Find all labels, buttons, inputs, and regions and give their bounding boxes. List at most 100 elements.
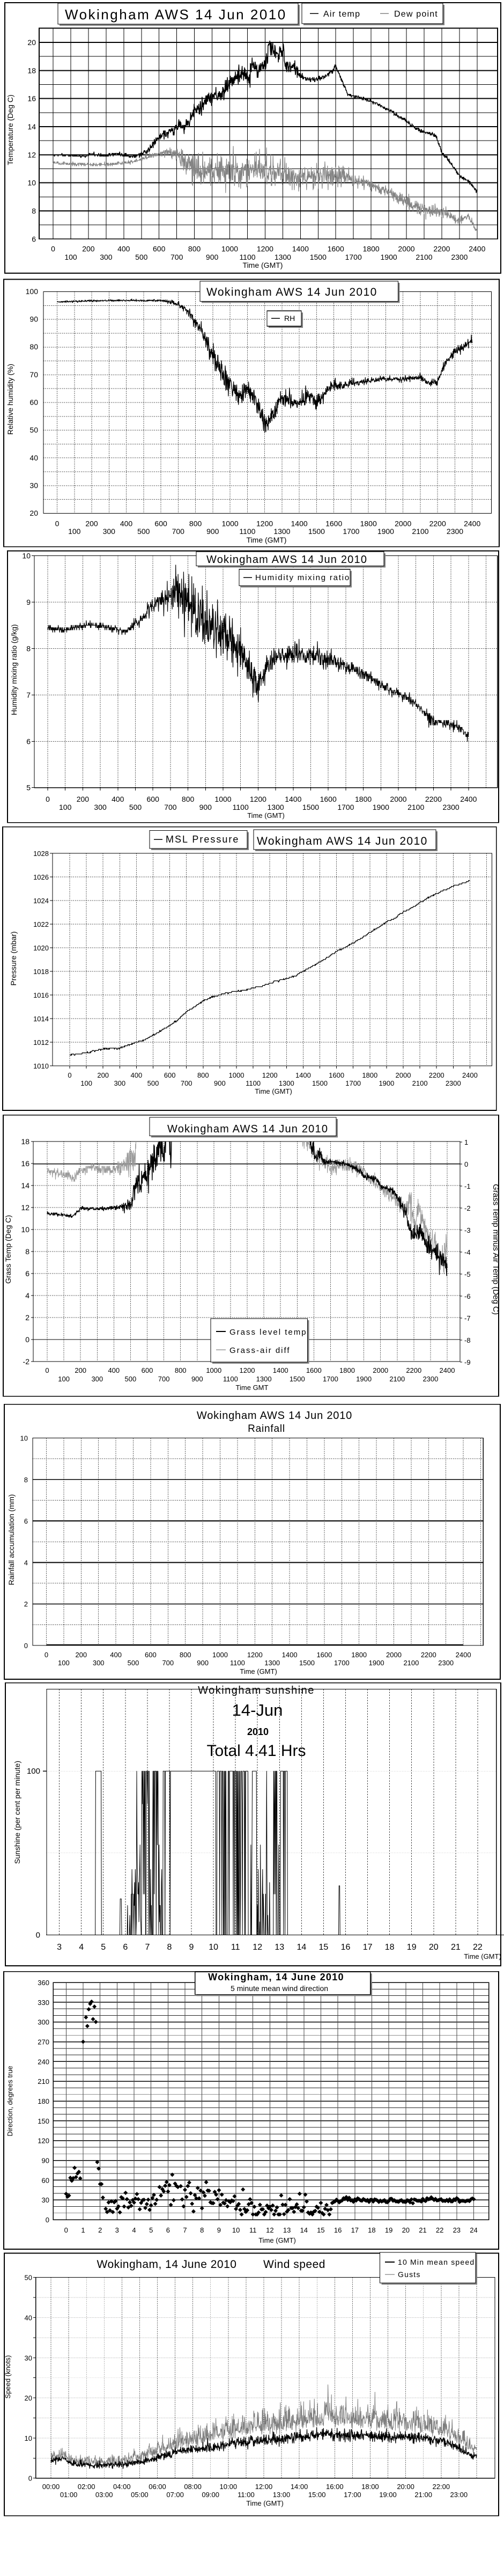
svg-text:02:00: 02:00	[78, 2483, 95, 2491]
svg-text:1300: 1300	[264, 1659, 280, 1667]
svg-text:800: 800	[180, 1651, 191, 1659]
svg-text:70: 70	[29, 370, 38, 379]
svg-text:09:00: 09:00	[202, 2491, 219, 2499]
svg-text:Time (GMT): Time (GMT)	[247, 811, 285, 819]
svg-text:13: 13	[275, 1943, 284, 1952]
svg-text:1900: 1900	[373, 803, 389, 811]
svg-text:360: 360	[38, 1979, 49, 1987]
svg-text:700: 700	[162, 1659, 174, 1667]
svg-text:90: 90	[42, 2157, 49, 2165]
svg-text:1010: 1010	[33, 1062, 49, 1070]
svg-text:90: 90	[29, 315, 38, 324]
svg-text:1100: 1100	[246, 1079, 261, 1087]
svg-text:18: 18	[21, 1137, 29, 1146]
svg-text:300: 300	[93, 1659, 105, 1667]
svg-text:06:00: 06:00	[149, 2483, 166, 2491]
svg-text:1200: 1200	[262, 1071, 278, 1079]
svg-text:19:00: 19:00	[379, 2491, 397, 2499]
svg-text:15:00: 15:00	[308, 2491, 326, 2499]
svg-text:Time GMT: Time GMT	[236, 1384, 269, 1392]
svg-text:1600: 1600	[329, 1071, 344, 1079]
svg-text:Wokingham AWS 14 Jun 2010: Wokingham AWS 14 Jun 2010	[257, 835, 428, 847]
svg-text:2100: 2100	[389, 1375, 405, 1383]
svg-text:Wind speed: Wind speed	[263, 2258, 325, 2271]
svg-text:1100: 1100	[239, 527, 255, 536]
svg-text:900: 900	[206, 527, 219, 536]
svg-text:100: 100	[27, 1767, 40, 1776]
svg-text:2400: 2400	[456, 1651, 471, 1659]
svg-text:10: 10	[27, 179, 36, 187]
svg-text:-2: -2	[464, 1204, 471, 1212]
svg-text:0: 0	[45, 1366, 49, 1374]
svg-text:10: 10	[232, 2226, 240, 2234]
svg-text:100: 100	[68, 527, 81, 536]
svg-text:1014: 1014	[33, 1015, 49, 1023]
svg-text:0: 0	[24, 1642, 28, 1650]
svg-text:800: 800	[197, 1071, 209, 1079]
svg-text:1018: 1018	[33, 968, 49, 976]
svg-text:1500: 1500	[290, 1375, 305, 1383]
svg-text:1400: 1400	[273, 1366, 288, 1374]
svg-text:10: 10	[25, 2434, 32, 2442]
svg-text:Time (GMT): Time (GMT)	[258, 2236, 296, 2244]
svg-text:200: 200	[75, 1366, 86, 1374]
svg-text:330: 330	[38, 1999, 49, 2007]
svg-text:2200: 2200	[429, 519, 446, 528]
svg-text:1000: 1000	[212, 1651, 228, 1659]
svg-text:2100: 2100	[407, 803, 424, 811]
svg-text:7: 7	[26, 691, 31, 699]
svg-text:1800: 1800	[351, 1651, 367, 1659]
svg-text:8: 8	[24, 1476, 28, 1484]
svg-text:21: 21	[451, 1943, 461, 1952]
svg-text:0: 0	[55, 519, 60, 528]
svg-text:Grass-air diff: Grass-air diff	[229, 1346, 291, 1355]
svg-text:2200: 2200	[433, 245, 450, 253]
svg-text:1200: 1200	[250, 795, 266, 803]
svg-text:Gusts: Gusts	[398, 2270, 421, 2279]
svg-text:11: 11	[231, 1943, 240, 1952]
svg-text:2000: 2000	[398, 245, 414, 253]
svg-text:1300: 1300	[275, 253, 291, 261]
svg-text:1024: 1024	[33, 897, 49, 905]
svg-text:200: 200	[97, 1071, 109, 1079]
svg-text:800: 800	[188, 245, 201, 253]
svg-text:14: 14	[297, 1943, 307, 1952]
svg-text:Time (GMT): Time (GMT)	[247, 536, 287, 544]
svg-text:1400: 1400	[285, 795, 301, 803]
svg-text:0: 0	[46, 2216, 49, 2224]
svg-text:1100: 1100	[230, 1659, 245, 1667]
svg-text:20: 20	[25, 2394, 32, 2402]
svg-text:10: 10	[209, 1943, 218, 1952]
svg-text:200: 200	[85, 519, 98, 528]
svg-text:-2: -2	[23, 1357, 30, 1366]
svg-text:-1: -1	[464, 1182, 471, 1190]
svg-text:-6: -6	[464, 1292, 471, 1300]
svg-text:9: 9	[217, 2226, 221, 2234]
svg-text:15: 15	[319, 1943, 329, 1952]
svg-text:23: 23	[453, 2226, 461, 2234]
svg-text:100: 100	[59, 803, 72, 811]
svg-text:1800: 1800	[362, 1071, 377, 1079]
svg-text:Wokingham AWS 14 Jun 2010: Wokingham AWS 14 Jun 2010	[206, 286, 377, 298]
svg-text:1100: 1100	[239, 253, 255, 261]
svg-text:01:00: 01:00	[60, 2491, 78, 2499]
svg-text:Wokingham AWS 14 Jun 2010: Wokingham AWS 14 Jun 2010	[65, 6, 287, 23]
svg-text:4: 4	[132, 2226, 136, 2234]
svg-text:Dew point: Dew point	[394, 10, 438, 19]
svg-text:Grass Temp (Deg C): Grass Temp (Deg C)	[4, 1215, 12, 1284]
svg-text:16:00: 16:00	[326, 2483, 344, 2491]
svg-text:8: 8	[25, 1247, 29, 1256]
svg-text:16: 16	[341, 1943, 351, 1952]
svg-text:400: 400	[120, 519, 133, 528]
svg-text:500: 500	[137, 527, 150, 536]
svg-text:7: 7	[183, 2226, 187, 2234]
svg-text:14: 14	[27, 122, 36, 131]
svg-text:500: 500	[147, 1079, 159, 1087]
svg-text:20: 20	[27, 38, 36, 47]
svg-text:700: 700	[164, 803, 177, 811]
svg-text:16: 16	[21, 1159, 29, 1168]
svg-text:300: 300	[114, 1079, 125, 1087]
svg-text:1700: 1700	[323, 1375, 338, 1383]
svg-text:5: 5	[149, 2226, 153, 2234]
svg-text:2400: 2400	[469, 245, 485, 253]
